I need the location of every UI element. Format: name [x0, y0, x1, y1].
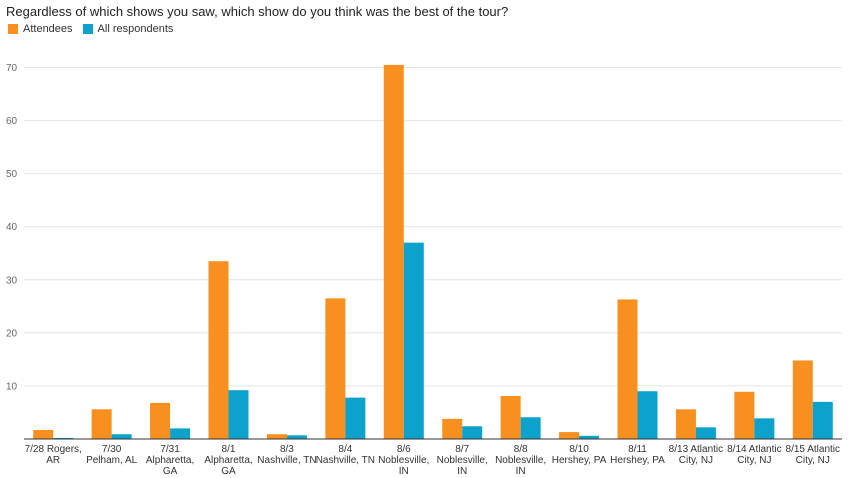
bar-all-respondents-6 — [403, 242, 424, 439]
y-tick-label-50: 50 — [6, 169, 18, 180]
bar-attendees-9 — [559, 432, 580, 439]
chart-title: Regardless of which shows you saw, which… — [6, 4, 509, 19]
bar-all-respondents-11 — [695, 427, 716, 439]
x-tick-label-4: 8/3 Nashville, TN — [257, 444, 316, 466]
x-tick-label-9: 8/10 Hershey, PA — [552, 444, 607, 466]
bar-all-respondents-5 — [345, 397, 366, 439]
bar-attendees-1 — [91, 409, 112, 439]
legend-swatch-all-respondents — [82, 24, 93, 34]
legend-item-all-respondents[interactable]: All respondents — [82, 23, 174, 35]
y-tick-label-70: 70 — [6, 63, 18, 74]
bar-attendees-12 — [734, 391, 755, 439]
bar-all-respondents-7 — [462, 426, 483, 439]
bar-all-respondents-9 — [579, 435, 600, 439]
x-tick-label-10: 8/11 Hershey, PA — [610, 444, 665, 466]
bar-attendees-6 — [383, 64, 404, 439]
x-tick-label-7: 8/7 Noblesville, IN — [437, 444, 488, 477]
y-tick-label-20: 20 — [6, 328, 18, 339]
x-tick-label-11: 8/13 Atlantic City, NJ — [669, 444, 723, 466]
legend-label-attendees: Attendees — [23, 23, 73, 35]
legend-item-attendees[interactable]: Attendees — [8, 23, 73, 35]
bar-attendees-7 — [442, 418, 463, 439]
bar-attendees-11 — [675, 409, 696, 439]
x-tick-label-6: 8/6 Noblesville, IN — [378, 444, 429, 477]
bar-attendees-3 — [208, 261, 229, 439]
bar-attendees-8 — [500, 396, 521, 439]
y-tick-label-10: 10 — [6, 381, 18, 392]
y-tick-label-40: 40 — [6, 222, 18, 233]
y-tick-label-30: 30 — [6, 275, 18, 286]
bar-all-respondents-1 — [111, 434, 132, 439]
bar-all-respondents-0 — [53, 437, 74, 439]
bar-all-respondents-13 — [812, 401, 833, 439]
bar-all-respondents-2 — [170, 428, 191, 439]
bar-all-respondents-3 — [228, 390, 249, 439]
bar-attendees-5 — [325, 298, 346, 439]
bar-attendees-10 — [617, 299, 638, 439]
bar-attendees-2 — [150, 402, 171, 439]
bar-all-respondents-4 — [286, 435, 307, 439]
x-tick-label-12: 8/14 Atlantic City, NJ — [727, 444, 781, 466]
bar-all-respondents-8 — [520, 417, 541, 439]
bar-attendees-13 — [792, 360, 813, 439]
y-tick-label-60: 60 — [6, 116, 18, 127]
bar-all-respondents-10 — [637, 391, 658, 439]
legend: Attendees All respondents — [8, 23, 183, 35]
legend-swatch-attendees — [8, 24, 18, 34]
x-tick-label-1: 7/30 Pelham, AL — [86, 444, 138, 466]
x-tick-label-3: 8/1 Alpharetta, GA — [204, 444, 252, 477]
x-tick-label-13: 8/15 Atlantic City, NJ — [786, 444, 840, 466]
x-tick-label-2: 7/31 Alpharetta, GA — [146, 444, 194, 477]
bar-attendees-0 — [33, 429, 54, 439]
bar-all-respondents-12 — [754, 418, 775, 439]
legend-label-all-respondents: All respondents — [97, 23, 174, 35]
x-tick-label-5: 8/4 Nashville, TN — [316, 444, 375, 466]
bar-attendees-4 — [266, 434, 287, 439]
x-tick-label-8: 8/8 Noblesville, IN — [495, 444, 546, 477]
x-tick-label-0: 7/28 Rogers, AR — [25, 444, 82, 466]
